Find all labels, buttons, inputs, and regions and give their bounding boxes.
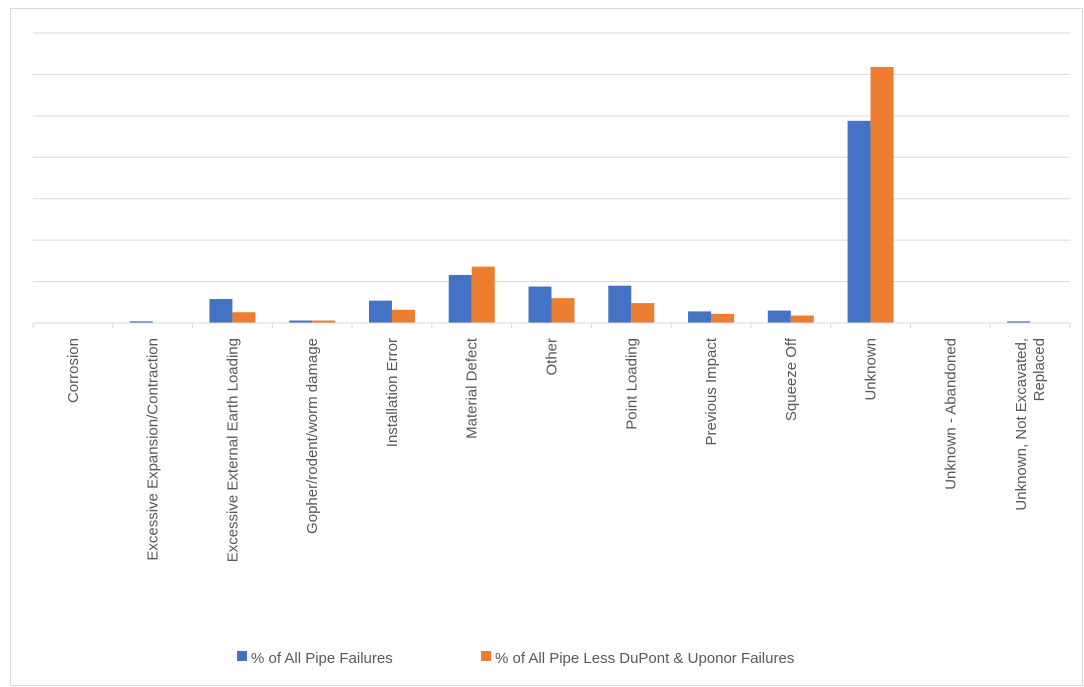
chart-frame [10,8,1083,686]
category-label: Squeeze Off [783,337,800,421]
bar-series-0-category-10 [847,120,871,323]
bar-series-0-category-3 [289,320,313,323]
bar-series-0-category-1 [129,321,153,323]
legend-swatch-all-pipe [237,651,247,661]
bar-series-1-category-3 [312,320,336,323]
category-labels: Corrosion Excessive Expansion/Contraction… [65,337,1048,562]
bar-series-1-category-6 [551,298,575,323]
bar-series-0-category-5 [448,274,472,323]
category-label: Previous Impact [703,337,720,445]
bar-series-1-category-8 [711,313,735,323]
bar-series-1-category-9 [790,315,814,323]
gridlines [33,32,1070,283]
category-label: Other [544,338,561,376]
bar-series-0-category-9 [767,310,791,323]
category-label: Excessive External Earth Loading [224,338,241,562]
bar-series-0-category-8 [688,311,712,323]
legend-label-less-dupont-uponor: % of All Pipe Less DuPont & Uponor Failu… [495,650,794,667]
category-label: Unknown, Not Excavated,Replaced [1013,338,1048,511]
bar-series-1-category-7 [631,303,655,323]
bar-series-0-category-4 [368,300,392,323]
category-label: Material Defect [464,337,481,439]
x-axis-ticks [32,323,1071,328]
bars [129,66,1031,323]
bar-series-0-category-7 [608,285,632,323]
category-label: Unknown [863,338,880,401]
legend-swatch-less-dupont-uponor [481,651,491,661]
bar-series-0-category-2 [209,298,233,323]
bar-series-1-category-4 [391,309,415,323]
category-label: Unknown - Abandoned [942,338,959,490]
bar-series-0-category-6 [528,286,552,323]
bar-series-1-category-10 [870,66,894,323]
category-label: Point Loading [623,338,640,430]
category-label: Installation Error [384,338,401,447]
bar-series-1-category-2 [232,312,256,323]
legend-label-all-pipe: % of All Pipe Failures [251,650,393,667]
bar-series-0-category-12 [1007,321,1031,323]
bar-series-1-category-5 [471,266,495,323]
category-label: Excessive Expansion/Contraction [145,338,162,561]
legend: % of All Pipe Failures % of All Pipe Les… [237,650,794,667]
category-label: Corrosion [65,338,82,403]
category-label: Gopher/rodent/worm damage [304,338,321,534]
